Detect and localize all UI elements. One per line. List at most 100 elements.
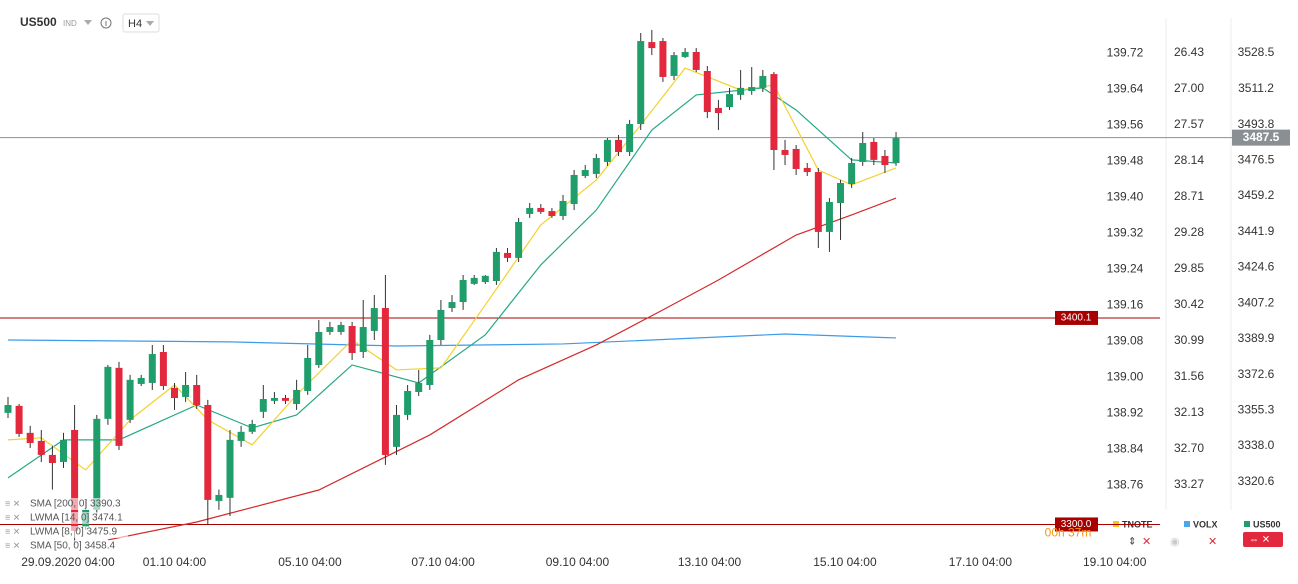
candle-body	[837, 183, 845, 204]
candle-body	[315, 331, 323, 365]
candle-body	[137, 377, 145, 384]
candle-body	[770, 74, 778, 150]
candle-body	[570, 174, 578, 205]
legend-icon: ≡ ✕	[5, 498, 20, 508]
candle-body	[714, 107, 722, 114]
candle-body	[559, 200, 567, 217]
candle-body	[648, 42, 656, 49]
candle-body	[859, 142, 867, 162]
candle-body	[692, 51, 700, 70]
legend-bg	[4, 540, 128, 552]
remove-icon[interactable]: ✕	[1208, 536, 1217, 548]
level-box	[1055, 517, 1098, 532]
indicator-legend: SMA [200, 0] 3390.3	[30, 499, 121, 510]
candle-body	[759, 75, 767, 88]
candle-body	[437, 309, 445, 341]
timeframe[interactable]: H4	[128, 18, 142, 30]
candle-body	[626, 123, 634, 153]
y-tick-label: 27.57	[1174, 117, 1204, 131]
level-label: 3300.0	[1061, 519, 1092, 530]
y-tick-label: 29.85	[1174, 261, 1204, 275]
y-tick-label: 30.99	[1174, 333, 1204, 347]
x-tick-label: 01.10 04:00	[143, 555, 207, 569]
legend-bg	[4, 512, 128, 524]
y-tick-label: 28.14	[1174, 153, 1204, 167]
candle-body	[159, 351, 167, 387]
info-icon[interactable]	[100, 17, 112, 29]
level-box	[1055, 310, 1098, 325]
candle-body	[659, 41, 667, 77]
legend-swatch	[1244, 521, 1250, 527]
candle-body	[781, 149, 789, 155]
candle-body	[71, 429, 79, 531]
y-tick-label: 139.64	[1107, 81, 1144, 95]
candle-body	[825, 201, 833, 232]
y-tick-label: 139.08	[1107, 333, 1144, 347]
candle-body	[226, 439, 234, 498]
candle-body	[792, 148, 800, 169]
candle-body	[592, 158, 600, 174]
candle-body	[248, 423, 256, 432]
legend-label: VOLX	[1193, 519, 1218, 529]
candle-body	[681, 51, 689, 57]
y-tick-label: 31.56	[1174, 369, 1204, 383]
order-icon[interactable]: ⇕	[1128, 537, 1136, 548]
legend-label: US500	[1253, 519, 1281, 529]
y-tick-label: 29.28	[1174, 225, 1204, 239]
candle-body	[104, 366, 112, 419]
candle-body	[726, 94, 734, 108]
candle-body	[892, 138, 900, 163]
candle-body	[393, 414, 401, 447]
y-tick-label: 3338.0	[1238, 438, 1275, 452]
candle-body	[359, 327, 367, 352]
y-tick-label: 32.70	[1174, 441, 1204, 455]
dropdown-arrow[interactable]	[84, 20, 92, 25]
candle-body	[4, 405, 12, 413]
candle-body	[615, 139, 623, 153]
instrument-kind: IND	[63, 19, 77, 28]
candle-body	[504, 252, 512, 258]
y-tick-label: 3372.6	[1238, 367, 1275, 381]
eye-icon[interactable]: ◉	[1170, 536, 1180, 548]
x-tick-label: 29.09.2020 04:00	[21, 555, 115, 569]
candle-body	[170, 387, 178, 398]
countdown: 00h 37m	[1045, 526, 1092, 540]
symbol[interactable]: US500	[20, 15, 57, 29]
y-tick-label: 139.24	[1107, 261, 1144, 275]
legend-icon: ≡ ✕	[5, 512, 20, 522]
candle-body	[370, 308, 378, 331]
candle-body	[481, 275, 489, 283]
remove-icon[interactable]: ✕	[1142, 536, 1151, 548]
legend-bg	[4, 498, 128, 510]
y-tick-label: 30.42	[1174, 297, 1204, 311]
y-tick-label: 139.72	[1107, 45, 1144, 59]
main-controls-icons[interactable]: ⇔ ✕	[1249, 535, 1270, 546]
candle-body	[381, 308, 389, 455]
y-tick-label: 3511.2	[1238, 81, 1274, 95]
candle-body	[814, 172, 822, 232]
indicator-legend: LWMA [14, 0] 3474.1	[30, 513, 123, 524]
y-tick-label: 138.84	[1107, 441, 1144, 455]
indicator-line	[7, 333, 897, 347]
y-tick-label: 3441.9	[1238, 224, 1275, 238]
level-label: 3400.1	[1061, 313, 1092, 324]
timeframe-arrow	[146, 21, 154, 26]
timeframe-box[interactable]	[122, 13, 160, 33]
candle-body	[448, 302, 456, 309]
y-tick-label: 138.76	[1107, 477, 1144, 491]
candle-body	[348, 325, 356, 354]
main-controls[interactable]	[1243, 532, 1283, 547]
y-tick-label: 139.48	[1107, 153, 1144, 167]
candle-body	[304, 357, 312, 391]
candle-body	[193, 384, 201, 406]
candle-body	[15, 405, 23, 434]
candle-body	[259, 399, 267, 412]
legend-icon: ≡ ✕	[5, 540, 20, 550]
candle-body	[748, 87, 756, 91]
candle-body	[737, 87, 745, 95]
y-tick-label: 28.71	[1174, 189, 1204, 203]
overlay-controls: ◉ ✕ ⇕ ✕ ⇔ ✕	[1128, 532, 1283, 548]
candle-body	[182, 384, 190, 397]
y-tick-label: 26.43	[1174, 45, 1204, 59]
